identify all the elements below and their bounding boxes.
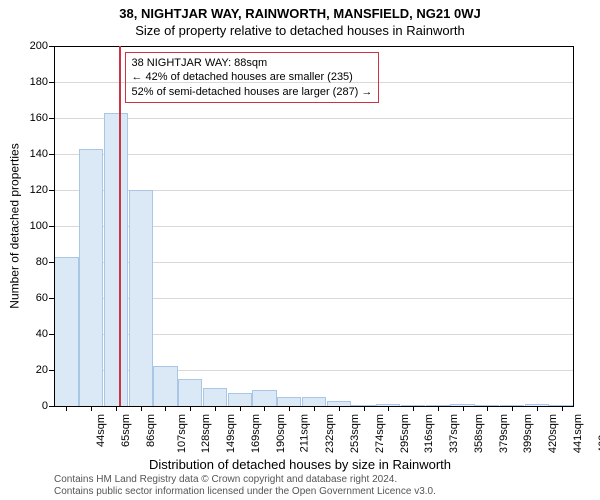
- axis-spine: [54, 46, 574, 47]
- x-tick-label: 441sqm: [572, 414, 584, 453]
- x-tick-label: 316sqm: [423, 414, 435, 453]
- footer-attribution: Contains HM Land Registry data © Crown c…: [54, 474, 590, 498]
- x-tick-label: 211sqm: [299, 414, 311, 452]
- histogram-bar: [153, 366, 177, 406]
- x-tick-label: 420sqm: [547, 414, 559, 453]
- histogram-bar: [129, 190, 153, 406]
- grid-line: [54, 118, 574, 119]
- y-tick-label: 0: [20, 400, 48, 412]
- y-tick-label: 100: [20, 220, 48, 232]
- y-tick-label: 200: [20, 40, 48, 52]
- y-tick-label: 80: [20, 256, 48, 268]
- x-tick-label: 399sqm: [522, 414, 534, 453]
- footer-line-2: Contains public sector information licen…: [54, 486, 590, 498]
- y-tick-label: 20: [20, 364, 48, 376]
- x-tick-label: 232sqm: [324, 414, 336, 453]
- x-tick-label: 128sqm: [201, 414, 213, 453]
- x-tick-label: 65sqm: [120, 414, 132, 447]
- y-tick-label: 140: [20, 148, 48, 160]
- x-tick-label: 358sqm: [473, 414, 485, 453]
- histogram-bar: [203, 388, 227, 406]
- footer-line-1: Contains HM Land Registry data © Crown c…: [54, 474, 590, 486]
- x-tick-label: 107sqm: [176, 414, 188, 453]
- page-title-address: 38, NIGHTJAR WAY, RAINWORTH, MANSFIELD, …: [0, 0, 600, 21]
- histogram-plot: 02040608010012014016018020044sqm65sqm86s…: [54, 46, 574, 406]
- axis-spine: [573, 46, 574, 406]
- callout-line-2: ← 42% of detached houses are smaller (23…: [132, 70, 373, 84]
- x-tick-label: 169sqm: [250, 414, 262, 453]
- axis-spine: [54, 406, 574, 407]
- x-tick-label: 274sqm: [374, 414, 386, 453]
- x-tick-label: 337sqm: [448, 414, 460, 453]
- y-tick-label: 180: [20, 76, 48, 88]
- histogram-bar: [178, 379, 202, 406]
- page-subtitle: Size of property relative to detached ho…: [0, 21, 600, 38]
- histogram-bar: [277, 397, 301, 406]
- property-callout: 38 NIGHTJAR WAY: 88sqm← 42% of detached …: [125, 52, 380, 103]
- histogram-bar: [302, 397, 326, 406]
- x-tick-label: 44sqm: [95, 414, 107, 447]
- callout-line-1: 38 NIGHTJAR WAY: 88sqm: [132, 56, 373, 70]
- x-axis-title: Distribution of detached houses by size …: [0, 457, 600, 472]
- callout-line-3: 52% of semi-detached houses are larger (…: [132, 85, 373, 99]
- histogram-bar: [54, 257, 78, 406]
- x-tick-label: 295sqm: [399, 414, 411, 453]
- property-marker-line: [119, 46, 121, 406]
- y-tick-label: 60: [20, 292, 48, 304]
- y-tick-label: 40: [20, 328, 48, 340]
- histogram-bar: [252, 390, 276, 406]
- x-tick-label: 190sqm: [275, 414, 287, 453]
- histogram-bar: [228, 393, 252, 406]
- x-tick-label: 253sqm: [349, 414, 361, 453]
- y-tick-label: 160: [20, 112, 48, 124]
- x-tick-label: 149sqm: [225, 414, 237, 453]
- axis-spine: [54, 46, 55, 406]
- histogram-bar: [104, 113, 128, 406]
- grid-line: [54, 154, 574, 155]
- x-tick-label: 86sqm: [145, 414, 157, 447]
- y-tick-label: 120: [20, 184, 48, 196]
- x-tick-label: 379sqm: [498, 414, 510, 453]
- histogram-bar: [79, 149, 103, 406]
